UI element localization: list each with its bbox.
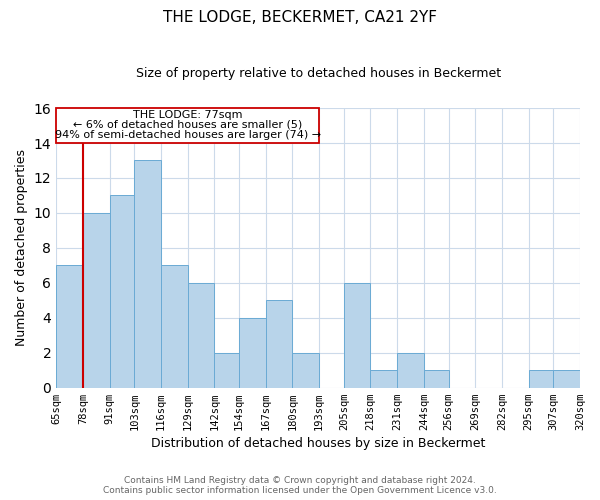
Bar xyxy=(188,283,214,388)
Bar xyxy=(239,318,266,388)
Bar xyxy=(344,283,370,388)
FancyBboxPatch shape xyxy=(56,108,319,143)
Bar xyxy=(553,370,580,388)
Title: Size of property relative to detached houses in Beckermet: Size of property relative to detached ho… xyxy=(136,68,500,80)
Bar xyxy=(370,370,397,388)
Bar xyxy=(292,352,319,388)
Bar xyxy=(580,352,600,388)
Text: THE LODGE, BECKERMET, CA21 2YF: THE LODGE, BECKERMET, CA21 2YF xyxy=(163,10,437,25)
Y-axis label: Number of detached properties: Number of detached properties xyxy=(15,150,28,346)
Bar xyxy=(110,196,134,388)
Bar xyxy=(266,300,292,388)
Bar xyxy=(214,352,239,388)
Text: THE LODGE: 77sqm: THE LODGE: 77sqm xyxy=(133,110,242,120)
X-axis label: Distribution of detached houses by size in Beckermet: Distribution of detached houses by size … xyxy=(151,437,485,450)
Bar xyxy=(397,352,424,388)
Bar xyxy=(134,160,161,388)
Text: ← 6% of detached houses are smaller (5): ← 6% of detached houses are smaller (5) xyxy=(73,120,302,130)
Bar xyxy=(56,266,83,388)
Text: Contains HM Land Registry data © Crown copyright and database right 2024.
Contai: Contains HM Land Registry data © Crown c… xyxy=(103,476,497,495)
Bar xyxy=(161,266,188,388)
Bar xyxy=(529,370,553,388)
Text: 94% of semi-detached houses are larger (74) →: 94% of semi-detached houses are larger (… xyxy=(55,130,321,140)
Bar xyxy=(424,370,449,388)
Bar xyxy=(83,213,110,388)
